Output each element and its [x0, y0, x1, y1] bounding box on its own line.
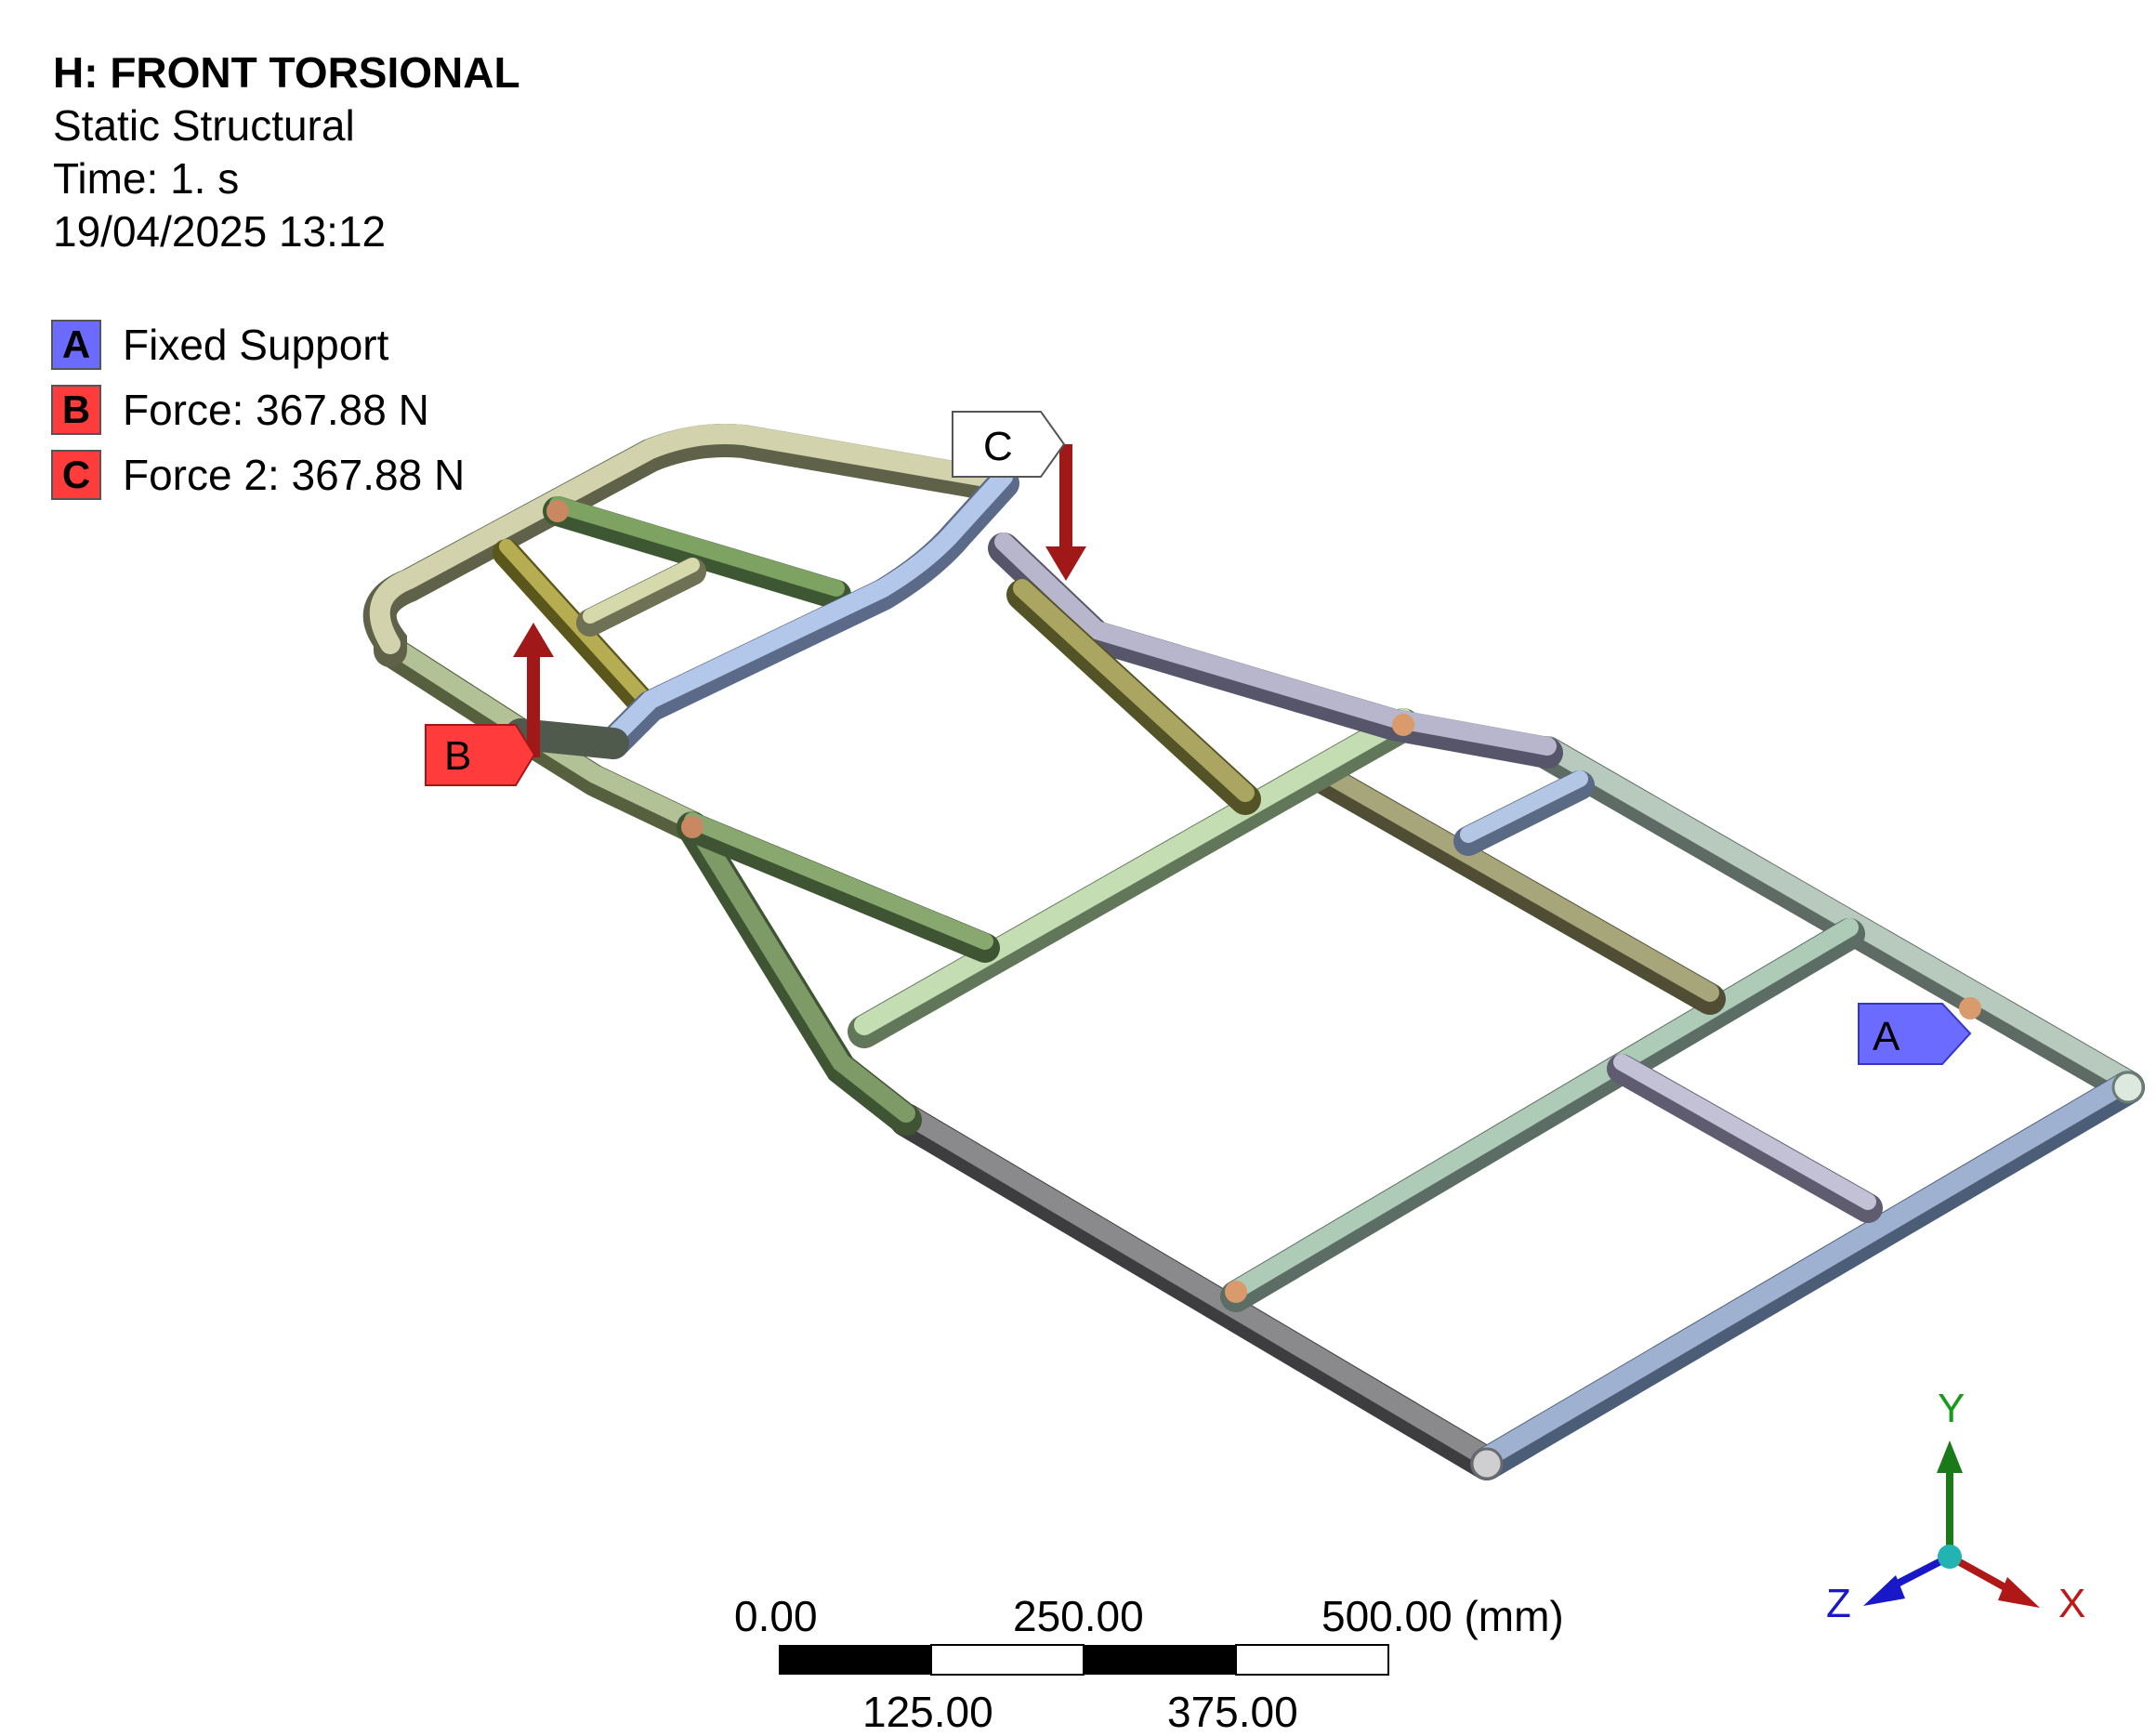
scale-label-250: 250.00 — [1013, 1592, 1144, 1640]
tube-left-rail-rear-hl — [896, 1103, 1497, 1467]
analysis-time: Time: 1. s — [53, 154, 240, 203]
axis-x-label: X — [2058, 1581, 2085, 1626]
tube-upper-rail-right-hl — [994, 533, 1557, 756]
scale-label-500: 500.00 (mm) — [1321, 1592, 1564, 1640]
joint-orange-4 — [681, 816, 703, 838]
tube-side-brace-hl — [1310, 760, 1719, 1002]
tube-right-rail-rear-hl — [1537, 736, 2138, 1091]
axis-y-arrow — [1937, 1440, 1963, 1473]
scale-label-125: 125.00 — [862, 1688, 993, 1736]
joint-rear-left[interactable] — [1470, 1447, 1504, 1480]
analysis-info: H: FRONT TORSIONAL Static Structural Tim… — [53, 46, 520, 258]
tube-rear-short-brace-hl — [1613, 1054, 1876, 1210]
tube-left-brace-hl — [684, 812, 993, 950]
tube-diagonal-right-hl — [1013, 579, 1255, 802]
tube-mid-crossmember-hl — [854, 708, 1413, 1035]
tube-small-cross-hl — [1460, 770, 1588, 843]
legend-item-force[interactable]: B Force: 367.88 N — [51, 377, 465, 442]
legend-label-fixed-support: Fixed Support — [123, 321, 389, 369]
chassis-frame[interactable] — [362, 424, 2145, 1480]
tag-a[interactable]: A — [1858, 1003, 1972, 1065]
axis-y-label: Y — [1938, 1386, 1965, 1431]
joint-orange-2 — [1225, 1281, 1247, 1303]
analysis-timestamp: 19/04/2025 13:12 — [53, 207, 387, 256]
joint-orange-1 — [1392, 714, 1414, 736]
axis-z-arrow — [1863, 1575, 1905, 1606]
legend-label-force-2: Force 2: 367.88 N — [123, 451, 466, 499]
legend-key-a: A — [51, 320, 101, 370]
tag-b[interactable]: B — [425, 724, 536, 786]
tag-c-label: C — [983, 424, 1013, 469]
axis-origin — [1938, 1545, 1962, 1569]
analysis-type: Static Structural — [53, 101, 355, 150]
tag-c[interactable]: C — [952, 411, 1066, 478]
legend-key-c: C — [51, 450, 101, 500]
analysis-title: H: FRONT TORSIONAL — [53, 48, 520, 97]
scale-label-375: 375.00 — [1167, 1688, 1298, 1736]
joint-orange-3 — [1959, 997, 1981, 1019]
tube-front-lower-right-hl — [604, 467, 1013, 746]
tube-left-diagonal-hl — [683, 811, 915, 1123]
joint-rear-right[interactable] — [2111, 1071, 2145, 1104]
legend-item-force-2[interactable]: C Force 2: 367.88 N — [51, 442, 465, 507]
scale-bar: 0.00 250.00 500.00 (mm) 125.00 375.00 — [734, 1592, 1564, 1736]
tube-rear-crossmember-hl — [1477, 1071, 2138, 1467]
tube-rear-cross-2-hl — [1227, 918, 1859, 1299]
tube-front-lower-right[interactable] — [598, 467, 1019, 759]
axis-triad[interactable]: Y X Z — [1826, 1386, 2085, 1626]
legend-key-b: B — [51, 385, 101, 435]
scale-label-0: 0.00 — [734, 1592, 818, 1640]
axis-z-label: Z — [1826, 1581, 1851, 1626]
force-b-arrow[interactable] — [513, 623, 554, 757]
tag-a-label: A — [1873, 1014, 1900, 1059]
tube-front-hoop-hl — [369, 424, 1042, 654]
tag-b-label: B — [444, 733, 471, 779]
tube-front-inner-2-hl — [499, 539, 649, 703]
legend-item-fixed-support[interactable]: A Fixed Support — [51, 312, 465, 377]
force-c-arrow[interactable] — [1045, 444, 1086, 581]
boundary-condition-legend: A Fixed Support B Force: 367.88 N C Forc… — [51, 312, 465, 507]
legend-label-force: Force: 367.88 N — [123, 386, 429, 434]
tube-front-inner-1-hl — [549, 496, 845, 597]
axis-x-arrow — [1998, 1577, 2040, 1608]
joint-orange-5 — [546, 500, 569, 522]
tube-front-short-hl — [583, 558, 700, 624]
